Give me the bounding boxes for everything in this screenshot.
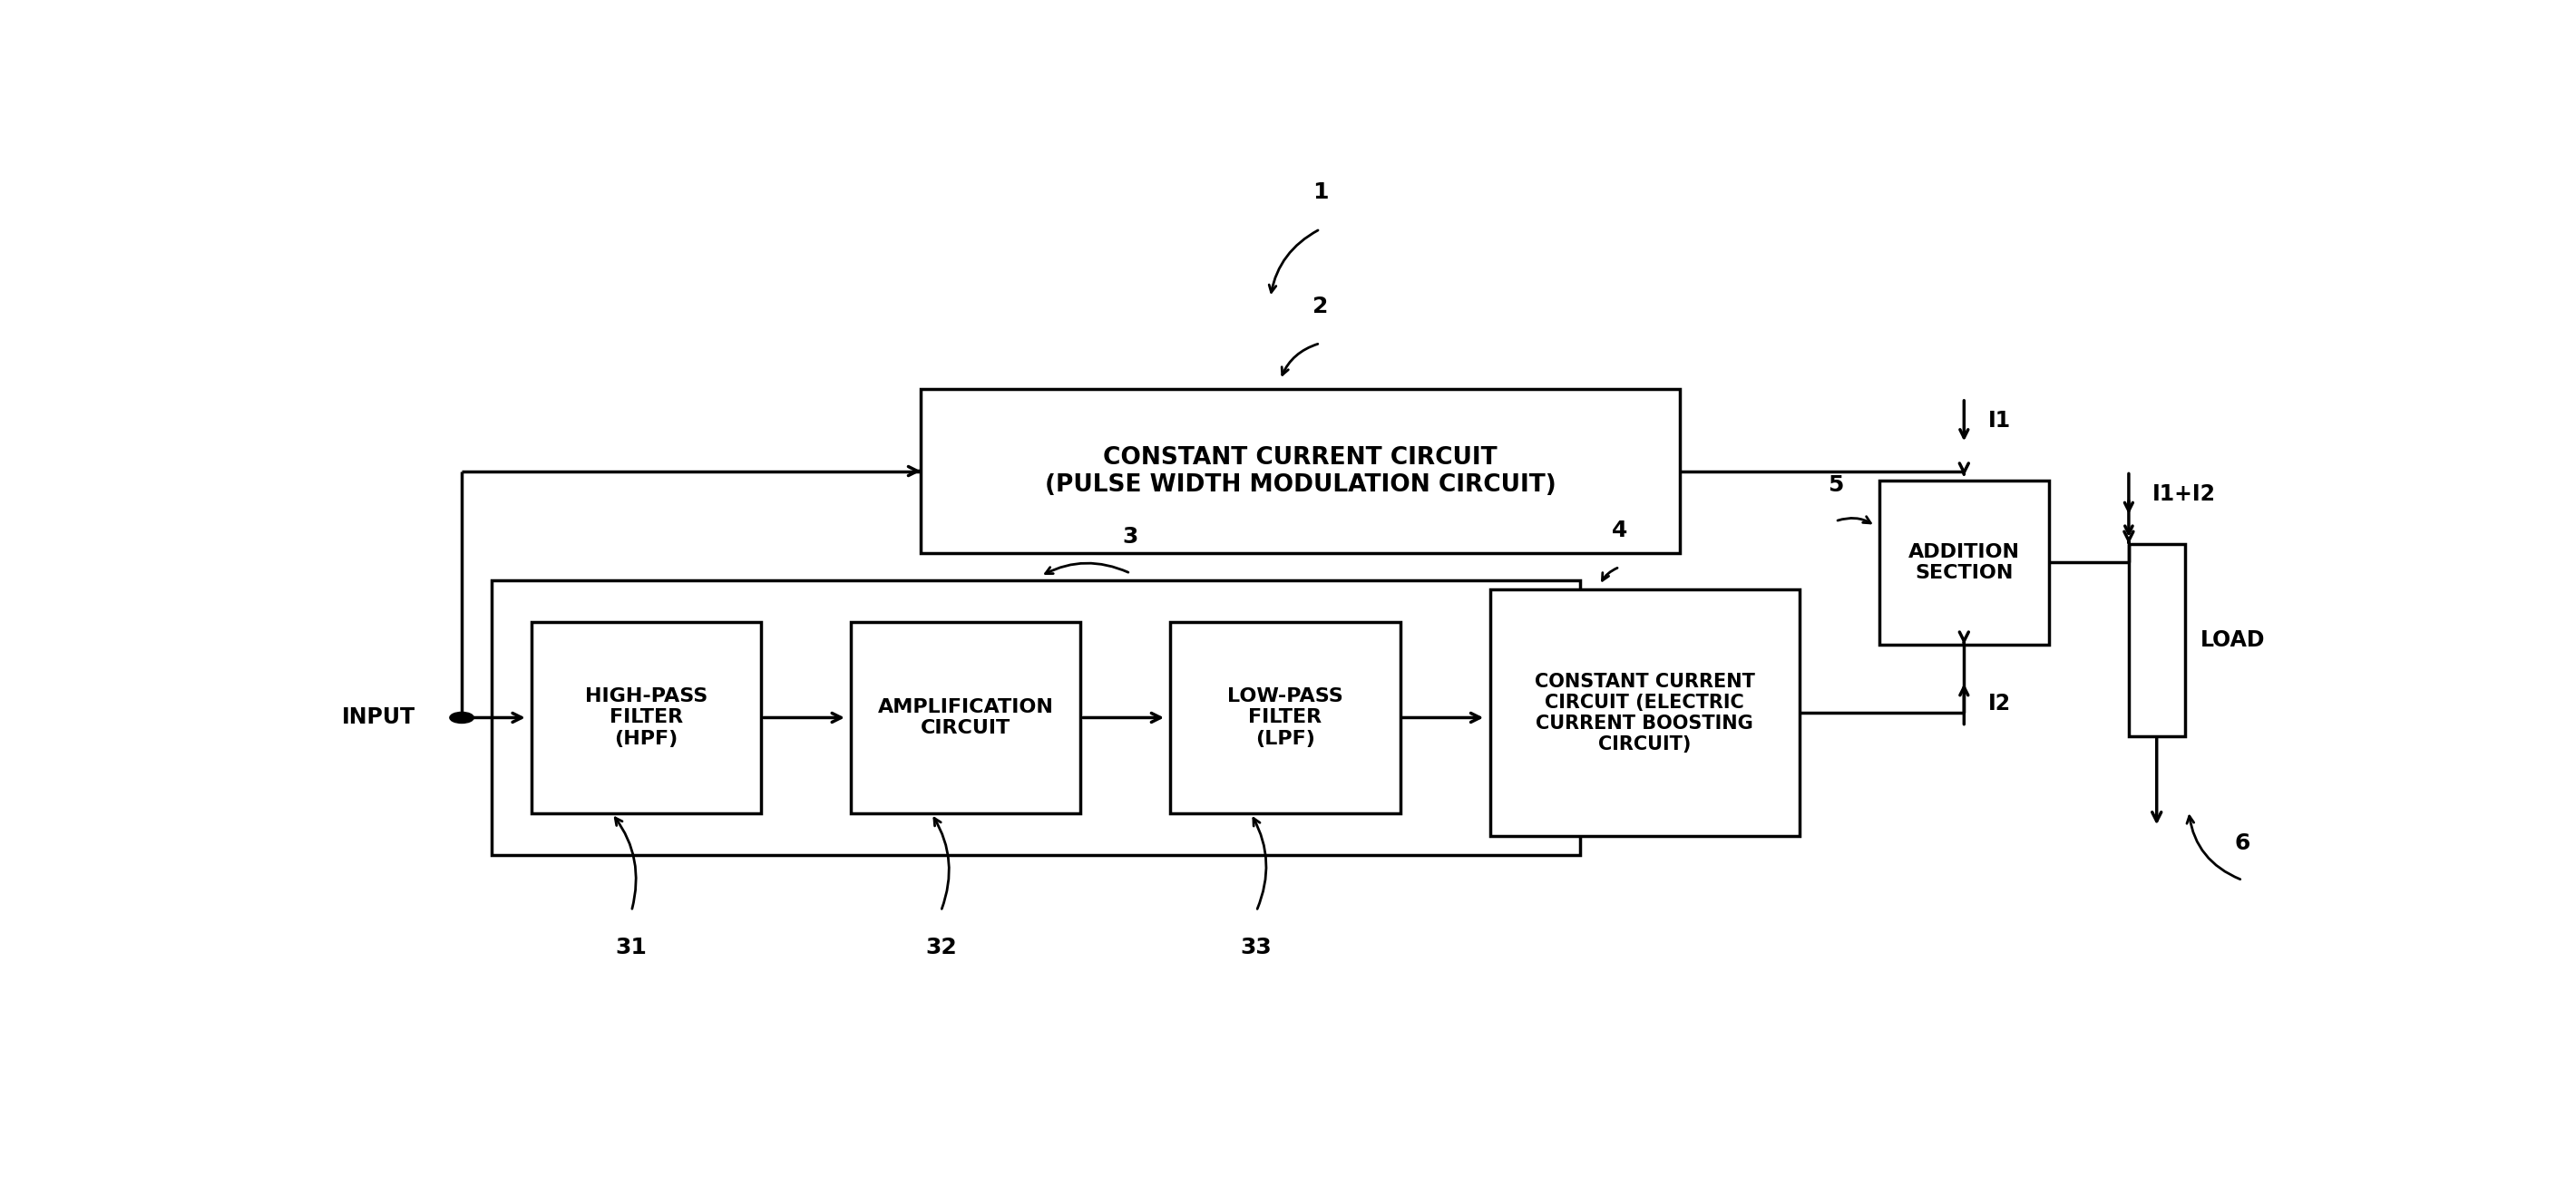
- Text: CONSTANT CURRENT
CIRCUIT (ELECTRIC
CURRENT BOOSTING
CIRCUIT): CONSTANT CURRENT CIRCUIT (ELECTRIC CURRE…: [1535, 672, 1754, 754]
- Text: CONSTANT CURRENT CIRCUIT
(PULSE WIDTH MODULATION CIRCUIT): CONSTANT CURRENT CIRCUIT (PULSE WIDTH MO…: [1043, 446, 1556, 497]
- Text: I1+I2: I1+I2: [2154, 483, 2215, 505]
- Bar: [1489, 589, 1798, 836]
- Text: 1: 1: [1311, 181, 1329, 204]
- Text: 4: 4: [1613, 519, 1628, 541]
- Text: HIGH-PASS
FILTER
(HPF): HIGH-PASS FILTER (HPF): [585, 688, 708, 747]
- Text: I2: I2: [1989, 693, 2012, 715]
- Text: 5: 5: [1826, 474, 1844, 496]
- Text: I1: I1: [1989, 410, 2012, 432]
- Text: LOAD: LOAD: [2200, 629, 2264, 651]
- Bar: [1170, 621, 1401, 814]
- Bar: [1878, 480, 2048, 645]
- Circle shape: [451, 712, 474, 723]
- Text: 6: 6: [2233, 833, 2251, 855]
- Text: 32: 32: [925, 937, 956, 958]
- Bar: [492, 581, 1579, 855]
- Bar: [922, 389, 1680, 553]
- Text: 2: 2: [1311, 295, 1329, 318]
- Bar: [850, 621, 1082, 814]
- Text: 31: 31: [616, 937, 647, 958]
- Text: INPUT: INPUT: [343, 707, 415, 728]
- Text: 33: 33: [1242, 937, 1273, 958]
- Bar: [531, 621, 762, 814]
- Text: AMPLIFICATION
CIRCUIT: AMPLIFICATION CIRCUIT: [878, 699, 1054, 738]
- Text: LOW-PASS
FILTER
(LPF): LOW-PASS FILTER (LPF): [1226, 688, 1342, 747]
- Bar: [2128, 544, 2184, 735]
- Text: ADDITION
SECTION: ADDITION SECTION: [1909, 543, 2020, 582]
- Text: 3: 3: [1123, 525, 1139, 548]
